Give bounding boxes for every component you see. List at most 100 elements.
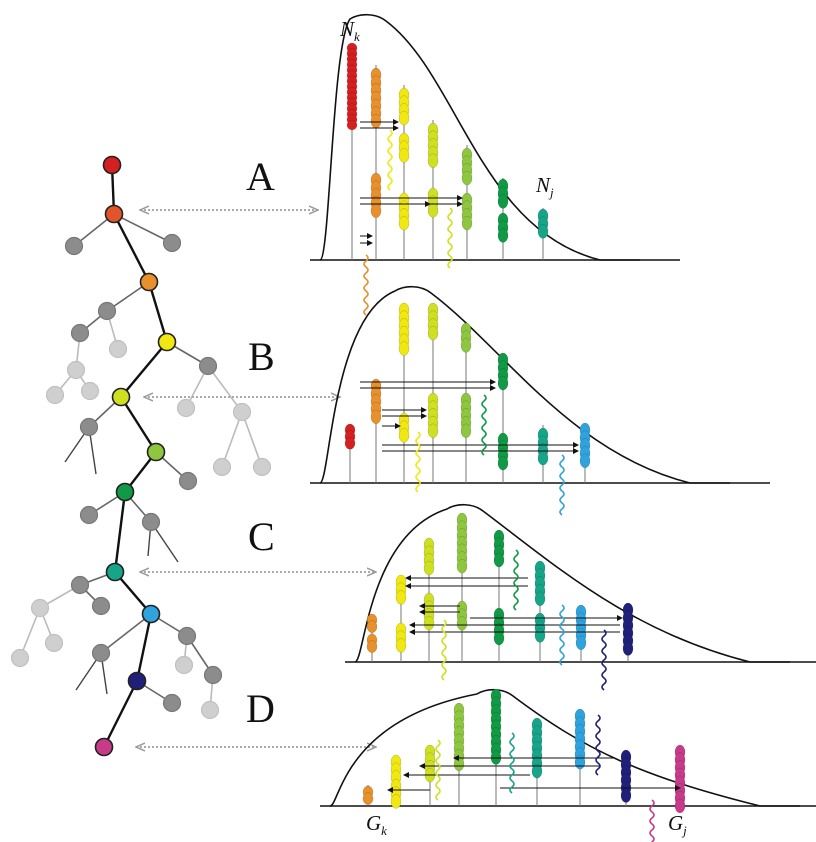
variant-bead (398, 428, 410, 443)
variant-bead (370, 203, 382, 219)
tree-trunk-line (147, 281, 169, 343)
variant-bead (456, 558, 468, 574)
tree-side-node (91, 596, 111, 616)
variant-bead (427, 153, 439, 169)
tree-branch-line (113, 213, 173, 244)
mutation-squiggle (559, 454, 565, 516)
mutation-squiggle (435, 739, 441, 801)
mutation-squiggle (559, 604, 565, 666)
tree-side-node (30, 598, 50, 618)
tree-lineage-node (141, 604, 161, 624)
tree-trunk-line (119, 396, 158, 453)
tree-trunk-line (135, 613, 153, 682)
tree-lineage-node (111, 387, 131, 407)
tree-side-node (177, 626, 197, 646)
tree-side-node (108, 339, 128, 359)
mutation-squiggle (363, 254, 369, 316)
tree-side-node (70, 323, 90, 343)
tree-trunk-line (120, 341, 168, 398)
tree-branch-line (207, 365, 243, 413)
tree-side-node (212, 457, 232, 477)
variant-bead (497, 375, 509, 391)
tree-trunk-line (113, 491, 127, 573)
variant-bead (620, 788, 632, 803)
tree-branch-line (221, 411, 243, 468)
panel-label-a: A (246, 154, 275, 199)
tree-side-node (252, 457, 272, 477)
symbol-n-k: Nk (339, 17, 360, 44)
variant-bead (453, 756, 465, 772)
variant-bead (461, 215, 473, 231)
tree-side-node (10, 648, 30, 668)
panel-label-d: D (246, 686, 275, 731)
mutation-squiggle (601, 629, 607, 691)
variant-bead (493, 630, 505, 646)
mutation-squiggle (415, 431, 421, 493)
tree-side-node (200, 700, 220, 720)
panel-connector-arrows (136, 210, 376, 747)
tree-side-node (203, 665, 223, 685)
variant-bead (537, 450, 549, 466)
variant-bead (456, 616, 468, 631)
tree-trunk-line (102, 680, 139, 748)
variant-bead (366, 640, 378, 653)
variant-bead (423, 615, 435, 631)
variant-bead (461, 170, 473, 186)
distribution-curve (329, 688, 800, 807)
tree-side-node (162, 693, 182, 713)
variant-bead (537, 224, 549, 239)
symbol-g-j: Gj (668, 811, 687, 838)
variant-bead (460, 423, 472, 439)
mutation-squiggle (595, 714, 601, 776)
tree-lineage-node (105, 562, 125, 582)
mutation-squiggle (481, 394, 487, 456)
tree-lineage-node (146, 442, 166, 462)
panel-c-distribution (345, 503, 816, 691)
tree-lineage-node (139, 272, 159, 292)
variant-bead (460, 338, 472, 353)
variant-bead (395, 590, 407, 605)
tree-side-node (174, 655, 194, 675)
variant-bead (497, 194, 509, 209)
tree-side-node (91, 643, 111, 663)
mutation-squiggle (513, 549, 519, 611)
tree-lineage-node (115, 482, 135, 502)
tree-side-node (178, 471, 198, 491)
symbol-g-k: Gk (366, 811, 387, 838)
tree-side-node (198, 356, 218, 376)
tree-side-node (66, 360, 86, 380)
variant-bead (497, 455, 509, 471)
tree-side-node (64, 236, 84, 256)
variant-bead (390, 794, 402, 809)
variant-bead (427, 203, 439, 218)
tree-lineage-node (157, 332, 177, 352)
variant-bead (366, 620, 378, 633)
tree-trunk-line (112, 213, 151, 283)
variant-bead (344, 436, 356, 450)
tree-side-node (79, 417, 99, 437)
panel-a-distribution (310, 13, 680, 316)
variant-bead (493, 552, 505, 568)
variant-bead (579, 453, 591, 469)
variant-bead (534, 591, 546, 607)
tree-branch-line (100, 613, 152, 654)
mutation-squiggle (387, 129, 393, 191)
variant-bead (362, 792, 374, 805)
variant-bead (398, 341, 410, 356)
variant-bead (398, 110, 410, 126)
tree-lineage-node (127, 671, 147, 691)
panel-label-b: B (248, 334, 275, 379)
variant-bead (674, 798, 686, 814)
tree-side-node (141, 512, 161, 532)
tree-side-node (97, 301, 117, 321)
variant-bead (531, 763, 543, 779)
variant-bead (574, 754, 586, 770)
tree-branch-line (241, 411, 263, 468)
tree-lineage-node (104, 204, 124, 224)
distribution-curve (319, 285, 730, 484)
tree-side-node (80, 381, 100, 401)
symbol-n-j: Nj (535, 173, 554, 200)
mutation-squiggle (509, 732, 515, 794)
tree-lineage-node (94, 737, 114, 757)
